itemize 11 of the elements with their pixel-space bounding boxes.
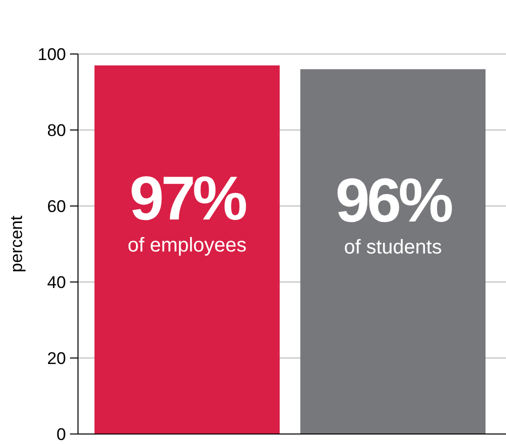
y-tick-label: 0 [56, 424, 66, 444]
y-axis-title: percent [7, 215, 26, 272]
x-tick-label: of employees [128, 234, 247, 257]
y-tick-label: 20 [47, 348, 66, 368]
y-tick-label: 80 [47, 120, 66, 140]
y-tick-label: 40 [47, 272, 66, 292]
y-tick-label: 100 [38, 44, 66, 64]
data-label: 97% [130, 164, 247, 234]
x-tick-label: of students [344, 236, 442, 259]
data-label: 96% [335, 166, 452, 236]
y-tick-label: 60 [47, 196, 66, 216]
